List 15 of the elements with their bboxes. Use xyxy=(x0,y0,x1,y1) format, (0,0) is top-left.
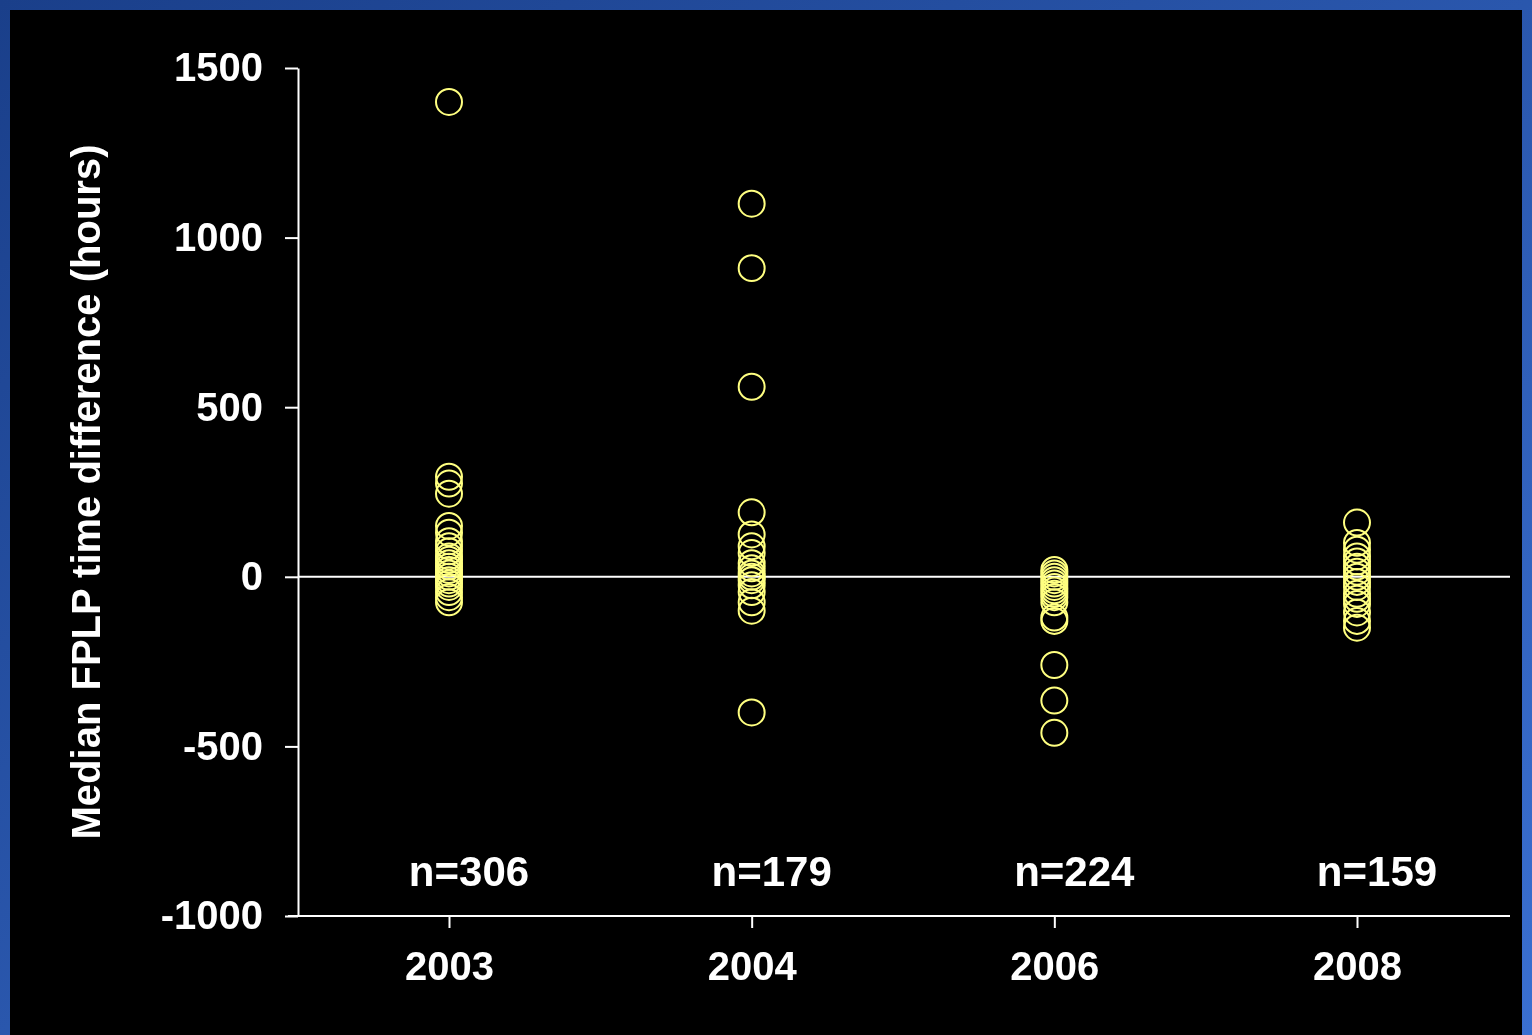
y-tick-label: 1500 xyxy=(174,45,263,90)
x-tick-label: 2004 xyxy=(707,944,798,989)
annotation: n=306 xyxy=(408,847,530,895)
annotation: n=179 xyxy=(711,847,832,895)
x-tick-label: 2008 xyxy=(1313,944,1402,989)
y-tick-label: 0 xyxy=(240,554,263,599)
x-tick-label: 2003 xyxy=(405,944,494,989)
x-tick-label: 2006 xyxy=(1010,944,1100,989)
annotation: n=224 xyxy=(1014,847,1136,895)
y-tick-label: 500 xyxy=(196,384,263,429)
y-tick-label: 1000 xyxy=(174,214,263,259)
annotation: n=159 xyxy=(1316,847,1438,895)
y-axis-title: Median FPLP time difference (hours) xyxy=(64,144,108,840)
y-tick-label: -500 xyxy=(182,723,263,768)
y-tick-label: -1000 xyxy=(160,893,263,938)
